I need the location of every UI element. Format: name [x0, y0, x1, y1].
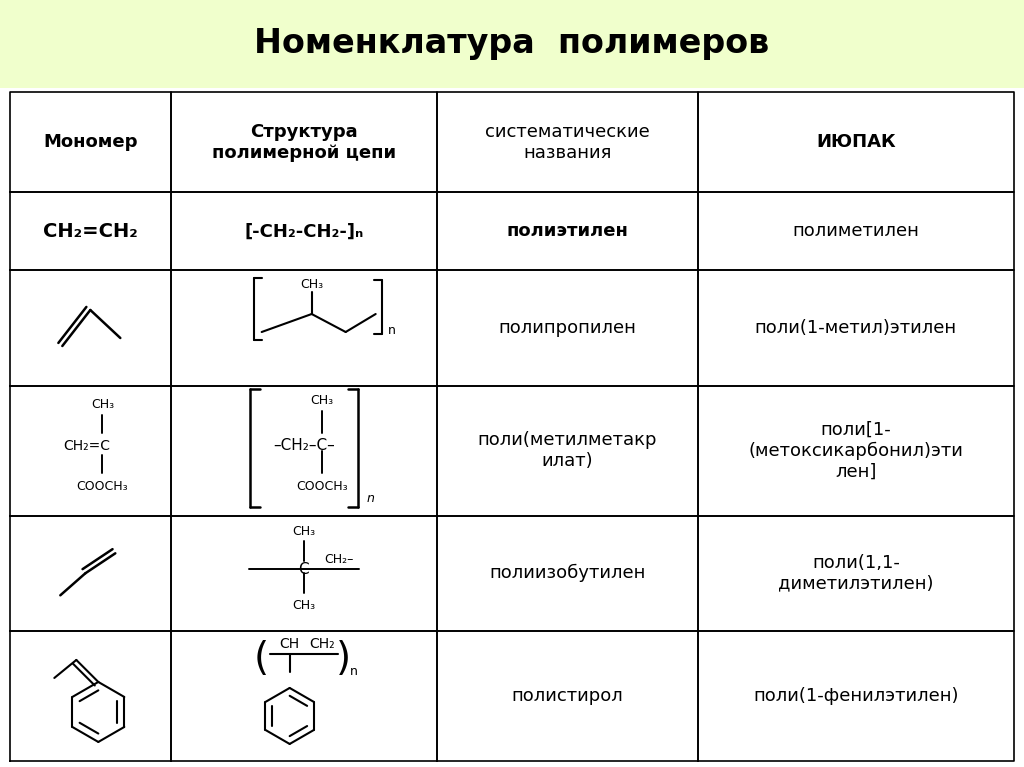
Text: n: n	[367, 492, 375, 505]
Text: CH₃: CH₃	[292, 525, 315, 538]
Text: C: C	[298, 561, 309, 577]
Text: полистирол: полистирол	[511, 687, 623, 705]
Text: COOCH₃: COOCH₃	[296, 480, 347, 493]
Text: ): )	[336, 640, 351, 678]
Text: n: n	[350, 666, 357, 679]
Text: полипропилен: полипропилен	[499, 319, 636, 337]
Text: (: (	[254, 640, 269, 678]
Text: поли[1-
(метоксикарбонил)эти
лен]: поли[1- (метоксикарбонил)эти лен]	[749, 421, 964, 481]
Text: CH₃: CH₃	[300, 278, 324, 291]
Text: CH₃: CH₃	[310, 394, 333, 407]
Text: CH₂=CH₂: CH₂=CH₂	[43, 222, 137, 241]
Text: полиметилен: полиметилен	[793, 222, 920, 240]
Text: ИЮПАК: ИЮПАК	[816, 133, 896, 151]
Text: CH: CH	[280, 637, 300, 651]
Text: –CH₂–C–: –CH₂–C–	[272, 438, 335, 453]
Text: поли(метилметакр
илат): поли(метилметакр илат)	[477, 431, 657, 470]
Text: [-CH₂-CH₂-]ₙ: [-CH₂-CH₂-]ₙ	[244, 222, 364, 240]
Text: поли(1-метил)этилен: поли(1-метил)этилен	[755, 319, 957, 337]
Text: поли(1-фенилэтилен): поли(1-фенилэтилен)	[753, 687, 958, 705]
Text: Номенклатура  полимеров: Номенклатура полимеров	[254, 28, 770, 61]
Text: CH₃: CH₃	[292, 599, 315, 612]
Text: COOCH₃: COOCH₃	[77, 480, 128, 493]
Text: Структура
полимерной цепи: Структура полимерной цепи	[212, 123, 395, 162]
Text: систематические
названия: систематические названия	[484, 123, 649, 162]
Text: Мономер: Мономер	[43, 133, 137, 151]
Bar	[0, 0, 1024, 88]
Text: полиизобутилен: полиизобутилен	[489, 565, 645, 582]
Text: CH₂: CH₂	[309, 637, 335, 651]
Text: n: n	[388, 324, 395, 337]
Text: CH₂–: CH₂–	[324, 553, 353, 566]
Text: CH₂=C: CH₂=C	[62, 439, 110, 453]
Text: поли(1,1-
диметилэтилен): поли(1,1- диметилэтилен)	[778, 554, 934, 593]
Text: полиэтилен: полиэтилен	[506, 222, 628, 240]
Text: CH₃: CH₃	[91, 398, 114, 411]
